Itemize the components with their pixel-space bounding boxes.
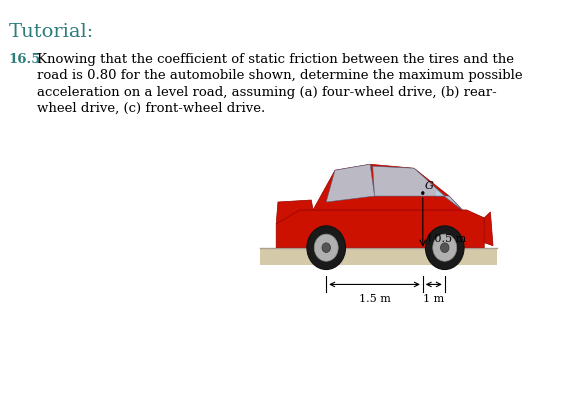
Circle shape [322,243,331,252]
Text: 16.5: 16.5 [9,53,41,66]
Text: wheel drive, (c) front-wheel drive.: wheel drive, (c) front-wheel drive. [36,102,265,115]
Text: G: G [424,181,434,191]
Circle shape [433,234,457,261]
Circle shape [441,243,449,252]
Text: road is 0.80 for the automobile shown, determine the maximum possible: road is 0.80 for the automobile shown, d… [36,69,522,82]
Polygon shape [276,200,313,224]
Text: 1.5 m: 1.5 m [358,295,390,304]
Polygon shape [373,166,445,196]
Polygon shape [326,164,375,202]
Polygon shape [276,210,484,248]
Bar [261,248,497,265]
Text: ↑0.5 m: ↑0.5 m [426,234,467,244]
Polygon shape [484,212,493,246]
Circle shape [314,234,338,261]
Circle shape [422,191,424,195]
Circle shape [426,226,464,269]
Text: Tutorial:: Tutorial: [9,23,94,41]
Text: acceleration on a level road, assuming (a) four-wheel drive, (b) rear-: acceleration on a level road, assuming (… [36,86,496,99]
Text: 1 m: 1 m [423,295,445,304]
Text: Knowing that the coefficient of static friction between the tires and the: Knowing that the coefficient of static f… [36,53,514,66]
Polygon shape [313,164,462,210]
Polygon shape [436,190,462,210]
Circle shape [307,226,346,269]
